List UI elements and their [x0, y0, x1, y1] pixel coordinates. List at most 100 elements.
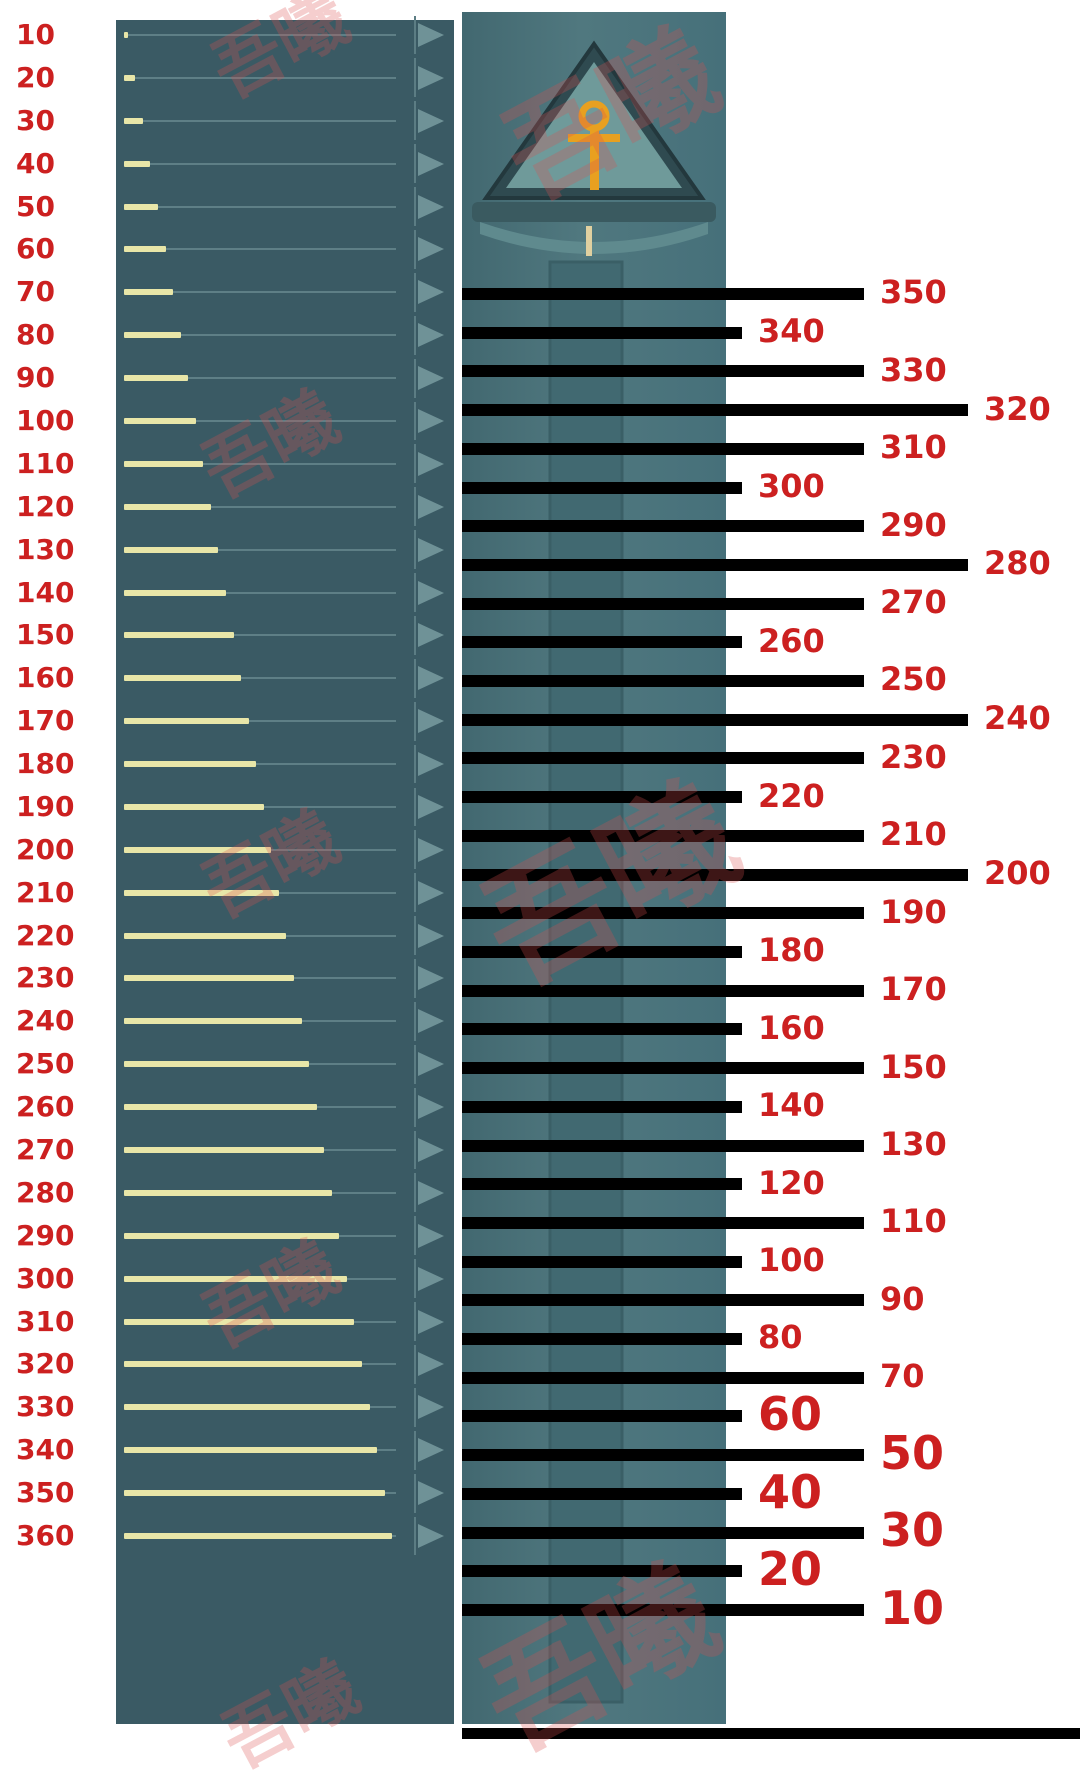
right-scale-label: 330 — [880, 350, 947, 389]
gauge-marker-line — [462, 636, 742, 649]
slider-fill-bar[interactable] — [124, 589, 226, 596]
slider-fill-bar[interactable] — [124, 932, 287, 939]
slider-end-divider — [414, 144, 416, 184]
arrow-ankh-icon[interactable] — [418, 580, 444, 605]
slider-fill-bar[interactable] — [124, 675, 242, 682]
arrow-ankh-icon[interactable] — [418, 1052, 444, 1077]
slider-list-panel — [116, 15, 454, 1724]
slider-fill-bar[interactable] — [124, 546, 219, 553]
slider-row — [116, 228, 454, 271]
slider-fill-bar[interactable] — [124, 1532, 393, 1539]
arrow-ankh-icon[interactable] — [418, 537, 444, 562]
arrow-ankh-icon[interactable] — [418, 880, 444, 905]
right-scale-label: 180 — [758, 931, 825, 970]
arrow-ankh-icon[interactable] — [418, 1523, 444, 1548]
slider-fill-bar[interactable] — [124, 160, 151, 167]
slider-row — [116, 957, 454, 1000]
left-scale-label: 200 — [16, 832, 75, 866]
left-scale-label: 280 — [16, 1175, 75, 1209]
arrow-ankh-icon[interactable] — [418, 923, 444, 948]
arrow-ankh-icon[interactable] — [418, 280, 444, 305]
arrow-ankh-icon[interactable] — [418, 151, 444, 176]
slider-track — [124, 634, 396, 637]
arrow-ankh-icon[interactable] — [418, 1180, 444, 1205]
arrow-ankh-icon[interactable] — [418, 408, 444, 433]
slider-fill-bar[interactable] — [124, 1232, 340, 1239]
slider-fill-bar[interactable] — [124, 246, 166, 253]
arrow-ankh-icon[interactable] — [418, 623, 444, 648]
slider-fill-bar[interactable] — [124, 32, 128, 38]
gauge-marker-line — [462, 829, 864, 842]
arrow-ankh-icon[interactable] — [418, 709, 444, 734]
slider-fill-bar[interactable] — [124, 889, 279, 896]
slider-fill-bar[interactable] — [124, 1061, 310, 1068]
right-scale-label: 320 — [984, 389, 1051, 428]
arrow-ankh-icon[interactable] — [418, 194, 444, 219]
gauge-marker-line — [462, 984, 864, 997]
slider-fill-bar[interactable] — [124, 1147, 325, 1154]
arrow-ankh-icon[interactable] — [418, 65, 444, 90]
arrow-ankh-icon[interactable] — [418, 1309, 444, 1334]
arrow-ankh-icon[interactable] — [418, 1138, 444, 1163]
left-scale-label: 70 — [16, 275, 55, 309]
left-scale-label: 20 — [16, 60, 55, 94]
slider-fill-bar[interactable] — [124, 460, 204, 467]
arrow-ankh-icon[interactable] — [418, 1223, 444, 1248]
slider-fill-bar[interactable] — [124, 632, 234, 639]
slider-fill-bar[interactable] — [124, 761, 257, 768]
slider-fill-bar[interactable] — [124, 203, 158, 210]
slider-fill-bar[interactable] — [124, 332, 181, 339]
slider-fill-bar[interactable] — [124, 503, 211, 510]
slider-fill-bar[interactable] — [124, 1275, 347, 1282]
arrow-ankh-icon[interactable] — [418, 1395, 444, 1420]
arrow-ankh-icon[interactable] — [418, 1481, 444, 1506]
slider-fill-bar[interactable] — [124, 1318, 355, 1325]
arrow-ankh-icon[interactable] — [418, 366, 444, 391]
slider-end-divider — [414, 1044, 416, 1084]
slider-row — [116, 442, 454, 485]
gauge-marker-line — [462, 791, 742, 804]
arrow-ankh-icon[interactable] — [418, 494, 444, 519]
arrow-ankh-icon[interactable] — [418, 752, 444, 777]
arrow-ankh-icon[interactable] — [418, 966, 444, 991]
slider-end-divider — [414, 1345, 416, 1384]
slider-row — [116, 1257, 454, 1300]
slider-fill-bar[interactable] — [124, 718, 249, 725]
arrow-ankh-icon[interactable] — [418, 837, 444, 862]
slider-fill-bar[interactable] — [124, 1189, 332, 1196]
slider-fill-bar[interactable] — [124, 1404, 370, 1411]
slider-fill-bar[interactable] — [124, 117, 143, 124]
arrow-ankh-icon[interactable] — [418, 451, 444, 476]
slider-end-divider — [414, 573, 416, 612]
slider-fill-bar[interactable] — [124, 1104, 317, 1111]
right-scale-label: 290 — [880, 505, 947, 544]
slider-fill-bar[interactable] — [124, 375, 189, 382]
slider-fill-bar[interactable] — [124, 803, 264, 810]
arrow-ankh-icon[interactable] — [418, 1266, 444, 1291]
arrow-ankh-icon[interactable] — [418, 1438, 444, 1463]
arrow-ankh-icon[interactable] — [418, 1352, 444, 1377]
slider-fill-bar[interactable] — [124, 1490, 385, 1497]
emblem-mark — [586, 226, 592, 256]
slider-fill-bar[interactable] — [124, 975, 294, 982]
arrow-ankh-icon[interactable] — [418, 666, 444, 691]
slider-fill-bar[interactable] — [124, 74, 136, 81]
slider-fill-bar[interactable] — [124, 289, 174, 296]
arrow-ankh-icon[interactable] — [418, 1009, 444, 1034]
arrow-ankh-icon[interactable] — [418, 237, 444, 262]
slider-end-divider — [414, 487, 416, 527]
arrow-ankh-icon[interactable] — [418, 23, 444, 47]
slider-fill-bar[interactable] — [124, 1018, 302, 1025]
slider-fill-bar[interactable] — [124, 1361, 362, 1368]
arrow-ankh-icon[interactable] — [418, 108, 444, 133]
slider-end-divider — [414, 315, 416, 355]
arrow-ankh-icon[interactable] — [418, 794, 444, 819]
slider-row — [116, 14, 454, 57]
slider-fill-bar[interactable] — [124, 417, 196, 424]
slider-fill-bar[interactable] — [124, 1447, 378, 1454]
slider-end-divider — [414, 787, 416, 827]
right-scale-label: 110 — [880, 1202, 947, 1241]
arrow-ankh-icon[interactable] — [418, 323, 444, 348]
arrow-ankh-icon[interactable] — [418, 1095, 444, 1120]
slider-fill-bar[interactable] — [124, 846, 272, 853]
